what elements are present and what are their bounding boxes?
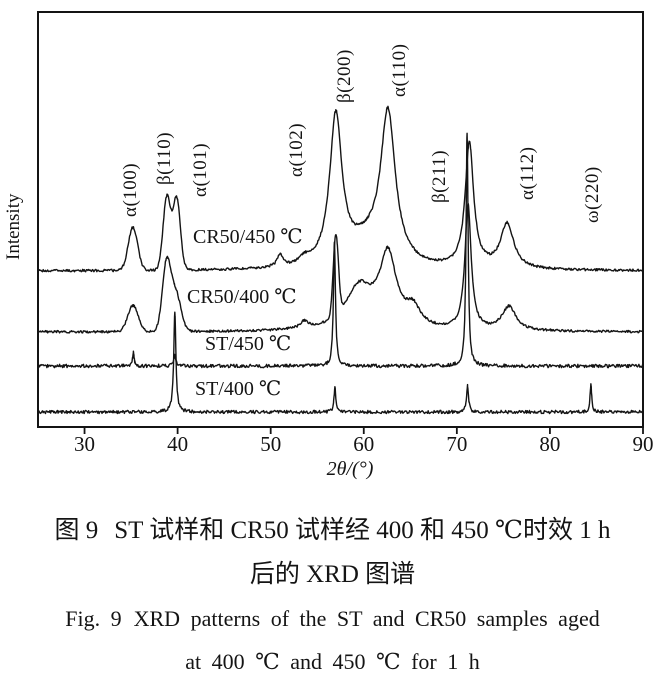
series-label: ST/400 ℃	[195, 378, 282, 400]
xrd-plot-canvas	[37, 11, 644, 434]
peak-label: α(112)	[516, 146, 538, 200]
caption-zh-line1: 图 9 ST 试样和 CR50 试样经 400 和 450 ℃时效 1 h	[0, 516, 665, 546]
caption-en-line2: at 400 ℃ and 450 ℃ for 1 h	[185, 649, 480, 674]
peak-label: β(211)	[429, 149, 451, 203]
series-label: ST/450 ℃	[205, 333, 292, 355]
y-axis-label: Intensity	[3, 193, 24, 261]
x-axis-label: 2θ/(°)	[326, 458, 374, 480]
x-tick-label: 30	[74, 432, 96, 456]
xrd-curve	[39, 203, 642, 334]
x-tick-label: 90	[632, 432, 654, 456]
caption-zh-line2: 后的 XRD 图谱	[249, 561, 416, 588]
xrd-curve	[39, 105, 642, 273]
peak-label: α(102)	[285, 122, 307, 177]
x-tick-label: 70	[446, 432, 468, 456]
xrd-curve	[39, 311, 642, 415]
xrd-curve	[39, 132, 642, 369]
peak-label: β(110)	[154, 131, 176, 185]
caption-zh-text1: ST 试样和 CR50 试样经 400 和 450 ℃时效 1 h	[114, 517, 611, 544]
caption-en-line1: Fig. 9 XRD patterns of the ST and CR50 sa…	[0, 606, 665, 632]
peak-label: α(101)	[189, 142, 211, 197]
series-label: CR50/400 ℃	[187, 286, 297, 308]
peak-label: α(100)	[120, 162, 142, 217]
peak-label: β(200)	[334, 49, 356, 103]
x-tick-label: 80	[539, 432, 561, 456]
peak-label: α(110)	[389, 43, 411, 97]
caption-zh-figure-number: 图 9	[54, 517, 99, 544]
x-tick-label: 50	[260, 432, 282, 456]
x-tick-label: 40	[167, 432, 189, 456]
caption-en-figure-number: Fig. 9	[65, 606, 122, 631]
x-tick-label: 60	[353, 432, 375, 456]
peak-label: ω(220)	[581, 166, 603, 223]
series-label: CR50/450 ℃	[193, 226, 303, 248]
caption-en-text1: XRD patterns of the ST and CR50 samples …	[133, 606, 600, 631]
